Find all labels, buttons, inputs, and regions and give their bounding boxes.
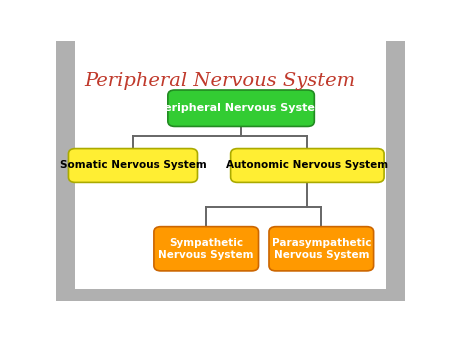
Text: Somatic Nervous System: Somatic Nervous System bbox=[59, 161, 207, 170]
Text: Peripheral Nervous System: Peripheral Nervous System bbox=[156, 103, 326, 113]
FancyBboxPatch shape bbox=[56, 41, 76, 301]
Text: Parasympathetic
Nervous System: Parasympathetic Nervous System bbox=[271, 238, 371, 260]
FancyBboxPatch shape bbox=[168, 90, 314, 126]
FancyBboxPatch shape bbox=[269, 227, 373, 271]
FancyBboxPatch shape bbox=[386, 41, 405, 301]
FancyBboxPatch shape bbox=[154, 227, 258, 271]
FancyBboxPatch shape bbox=[68, 149, 198, 183]
Text: Autonomic Nervous System: Autonomic Nervous System bbox=[226, 161, 388, 170]
Text: Peripheral Nervous System: Peripheral Nervous System bbox=[84, 72, 356, 90]
FancyBboxPatch shape bbox=[56, 289, 405, 301]
Text: Sympathetic
Nervous System: Sympathetic Nervous System bbox=[158, 238, 254, 260]
FancyBboxPatch shape bbox=[230, 149, 384, 183]
